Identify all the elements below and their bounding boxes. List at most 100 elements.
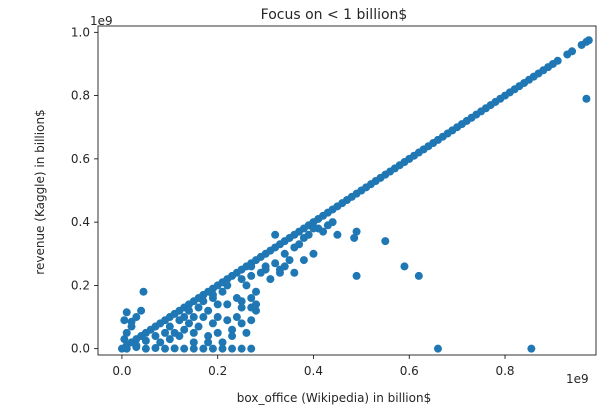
data-point bbox=[232, 313, 241, 322]
data-point bbox=[237, 303, 246, 312]
data-point bbox=[165, 322, 174, 331]
data-point bbox=[189, 338, 198, 347]
data-point bbox=[285, 256, 294, 265]
data-point bbox=[280, 262, 289, 271]
data-point bbox=[223, 281, 232, 290]
data-point bbox=[237, 319, 246, 328]
data-point bbox=[194, 303, 203, 312]
points-layer bbox=[117, 36, 593, 353]
data-point bbox=[223, 300, 232, 309]
y-tick-label: 0.2 bbox=[71, 278, 90, 292]
data-point bbox=[213, 313, 222, 322]
data-point bbox=[553, 56, 562, 65]
y-axis-ticks: 0.0 0.2 0.4 0.6 0.8 1.0 bbox=[71, 25, 98, 356]
data-point bbox=[400, 262, 409, 271]
data-point bbox=[275, 268, 284, 277]
data-point bbox=[218, 338, 227, 347]
data-point bbox=[204, 306, 213, 315]
x-tick-label: 0.8 bbox=[495, 364, 514, 378]
data-point bbox=[333, 230, 342, 239]
data-point bbox=[252, 287, 261, 296]
data-point bbox=[151, 332, 160, 341]
data-point bbox=[228, 344, 237, 353]
data-point bbox=[161, 328, 170, 337]
data-point bbox=[247, 294, 256, 303]
data-point bbox=[161, 344, 170, 353]
data-point bbox=[156, 338, 165, 347]
data-point bbox=[237, 275, 246, 284]
data-point bbox=[568, 47, 577, 56]
data-point bbox=[213, 300, 222, 309]
data-point bbox=[350, 233, 359, 242]
data-point bbox=[175, 332, 184, 341]
data-point bbox=[132, 313, 141, 322]
data-point bbox=[228, 332, 237, 341]
data-point bbox=[165, 335, 174, 344]
data-point bbox=[582, 94, 591, 103]
data-point bbox=[184, 306, 193, 315]
y-tick-label: 0.6 bbox=[71, 152, 90, 166]
data-point bbox=[122, 328, 131, 337]
x-axis-label: box_office (Wikipedia) in billion$ bbox=[237, 391, 431, 405]
data-point bbox=[189, 313, 198, 322]
x-axis-ticks: 0.0 0.2 0.4 0.6 0.8 bbox=[112, 355, 515, 378]
data-point bbox=[120, 335, 129, 344]
data-point bbox=[247, 262, 256, 271]
data-point bbox=[228, 325, 237, 334]
data-point bbox=[309, 249, 318, 258]
plot-frame bbox=[97, 25, 597, 356]
data-point bbox=[213, 328, 222, 337]
data-point bbox=[295, 240, 304, 249]
data-point bbox=[299, 256, 308, 265]
y-tick-label: 0.0 bbox=[71, 342, 90, 356]
data-point bbox=[242, 281, 251, 290]
data-point bbox=[194, 322, 203, 331]
data-point bbox=[247, 344, 256, 353]
data-point bbox=[381, 237, 390, 246]
x-tick-label: 0.4 bbox=[304, 364, 323, 378]
data-point bbox=[433, 344, 442, 353]
data-point bbox=[151, 344, 160, 353]
data-point bbox=[204, 332, 213, 341]
data-point bbox=[189, 328, 198, 337]
x-tick-label: 0.6 bbox=[400, 364, 419, 378]
data-point bbox=[247, 271, 256, 280]
data-point bbox=[261, 265, 270, 274]
data-point bbox=[527, 344, 536, 353]
data-point bbox=[184, 319, 193, 328]
data-point bbox=[271, 259, 280, 268]
data-point bbox=[218, 344, 227, 353]
data-point bbox=[352, 271, 361, 280]
y-tick-label: 1.0 bbox=[71, 25, 90, 39]
y-tick-label: 0.4 bbox=[71, 215, 90, 229]
data-point bbox=[352, 227, 361, 236]
data-point bbox=[280, 249, 289, 258]
data-point bbox=[170, 344, 179, 353]
data-point bbox=[189, 344, 198, 353]
data-point bbox=[271, 230, 280, 239]
y-tick-label: 0.8 bbox=[71, 89, 90, 103]
x-tick-label: 0.0 bbox=[112, 364, 131, 378]
data-point bbox=[319, 227, 328, 236]
data-point bbox=[290, 268, 299, 277]
data-point bbox=[584, 36, 593, 45]
data-point bbox=[208, 319, 217, 328]
data-point bbox=[122, 344, 131, 353]
data-point bbox=[328, 218, 337, 227]
data-point bbox=[122, 308, 131, 317]
data-point bbox=[266, 275, 275, 284]
data-point bbox=[180, 325, 189, 334]
data-point bbox=[223, 316, 232, 325]
data-point bbox=[252, 300, 261, 309]
data-point bbox=[252, 306, 261, 315]
data-point bbox=[120, 316, 129, 325]
chart-title: Focus on < 1 billion$ bbox=[261, 7, 408, 23]
data-point bbox=[242, 328, 251, 337]
data-point bbox=[199, 344, 208, 353]
data-point bbox=[199, 297, 208, 306]
y-offset-label: 1e9 bbox=[90, 14, 113, 28]
data-point bbox=[199, 313, 208, 322]
x-tick-label: 0.2 bbox=[208, 364, 227, 378]
data-point bbox=[137, 306, 146, 315]
